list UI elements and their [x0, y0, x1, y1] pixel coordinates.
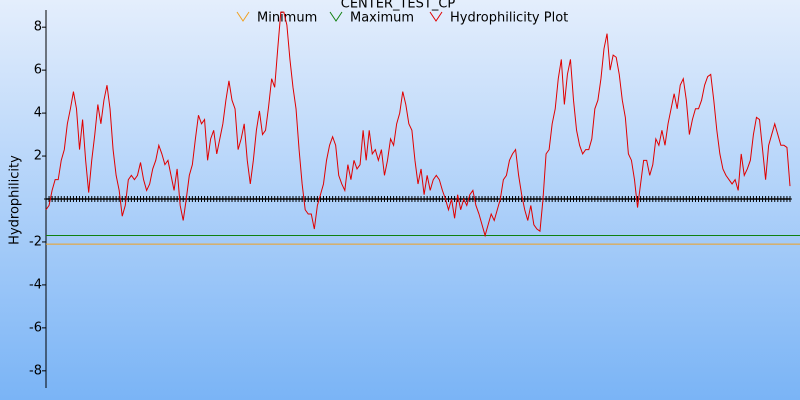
- legend-label: Maximum: [350, 11, 414, 26]
- legend-icon: [329, 11, 343, 22]
- y-tick-label: 8: [34, 20, 42, 35]
- y-tick-label: -8: [29, 363, 42, 378]
- legend-label: Minimum: [257, 11, 317, 26]
- chart-title: CENTER_TEST_CP: [341, 0, 456, 12]
- y-tick-label: 6: [34, 63, 42, 78]
- y-tick-label: -4: [29, 277, 42, 292]
- y-tick-label: 2: [34, 149, 42, 164]
- legend-icon: [236, 11, 250, 22]
- y-tick-label: -2: [29, 234, 42, 249]
- x-tick: [788, 196, 792, 202]
- line-series: [45, 11, 791, 238]
- y-axis-label: Hydrophilicity: [8, 155, 23, 245]
- legend-icon: [429, 11, 443, 22]
- legend-label: Hydrophilicity Plot: [450, 11, 568, 26]
- y-tick-label: -6: [29, 320, 42, 335]
- y-tick-label: 4: [34, 106, 42, 121]
